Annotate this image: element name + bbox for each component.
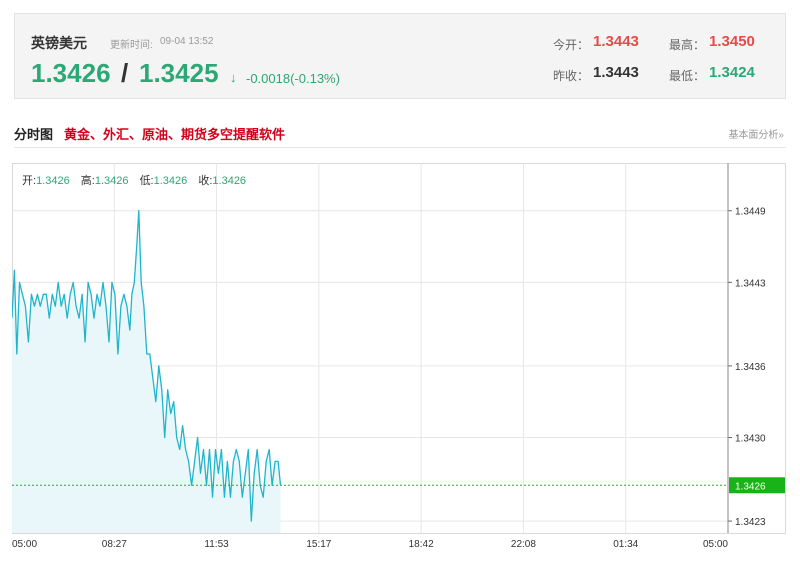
x-axis: 05:00 08:27 11:53 15:17 18:42 22:08 01:34 05:00 <box>12 539 728 550</box>
x-tick-label: 15:17 <box>306 539 331 550</box>
ohlc-open-value: 1.3426 <box>36 175 70 187</box>
update-time-label: 更新时间: <box>110 40 153 51</box>
y-axis: 1.3449 1.3443 1.3436 1.3430 1.3423 1.3426 <box>727 163 785 533</box>
ohlc-high-value: 1.3426 <box>94 175 129 187</box>
y-tick-label: 1.3436 <box>735 362 766 373</box>
update-time: 09-04 13:52 <box>160 36 214 47</box>
y-tick-label: 1.3449 <box>735 207 766 218</box>
ohlc-low-value: 1.3426 <box>153 175 188 187</box>
section-title: 分时图 <box>14 127 54 142</box>
x-tick-label: 22:08 <box>511 539 536 550</box>
ohlc-close-value: 1.3426 <box>212 175 247 187</box>
prev-close-label: 昨收： <box>553 69 590 83</box>
intraday-chart[interactable]: 1.3449 1.3443 1.3436 1.3430 1.3423 1.3426 05:… <box>11 163 786 555</box>
open-label: 今开： <box>553 38 590 52</box>
x-tick-label: 11:53 <box>204 539 229 550</box>
ask-price: 1.3425 <box>139 58 219 88</box>
prev-close-value: 1.3443 <box>593 64 639 81</box>
price-area <box>12 210 281 533</box>
ohlc-close-label: 收: <box>198 175 213 187</box>
x-tick-label: 05:00 <box>703 539 728 550</box>
x-tick-label: 01:34 <box>613 539 638 550</box>
high-value: 1.3450 <box>709 33 755 50</box>
fundamental-analysis-link[interactable]: 基本面分析» <box>728 130 784 141</box>
price-separator: / <box>121 58 129 88</box>
y-tick-label: 1.3430 <box>735 434 766 445</box>
instrument-name: 英镑美元 <box>31 35 87 51</box>
chart-plot <box>11 210 728 533</box>
price-change: -0.0018(-0.13%) <box>246 71 340 86</box>
section-divider <box>14 147 786 148</box>
low-value: 1.3424 <box>709 64 755 81</box>
current-price-tag <box>729 477 785 494</box>
open-value: 1.3443 <box>593 33 639 50</box>
ohlc-readout: 开:1.3426 高:1.3426 低:1.3426 收:1.3426 <box>22 172 254 188</box>
down-arrow-icon: ↓ <box>230 70 237 85</box>
price-line <box>11 210 282 522</box>
ohlc-high-label: 高: <box>80 175 95 187</box>
y-tick-label: 1.3443 <box>735 278 766 289</box>
ohlc-open-label: 开: <box>22 175 37 187</box>
x-tick-label: 05:00 <box>12 539 37 550</box>
chart-svg: 1.3449 1.3443 1.3436 1.3430 1.3423 1.3426 05:… <box>11 163 786 550</box>
y-tick-label: 1.3423 <box>735 517 766 528</box>
quote-panel: 英镑美元 更新时间: 09-04 13:52 1.3426 / 1.3425 ↓… <box>14 13 786 99</box>
x-tick-label: 18:42 <box>409 539 434 550</box>
bid-price: 1.3426 <box>31 58 111 88</box>
current-price-label: 1.3426 <box>735 481 766 492</box>
high-label: 最高： <box>669 38 706 52</box>
low-label: 最低： <box>669 69 706 83</box>
x-tick-label: 08:27 <box>102 539 127 550</box>
alert-software-link[interactable]: 黄金、外汇、原油、期货多空提醒软件 <box>64 127 286 142</box>
ohlc-low-label: 低: <box>139 175 154 187</box>
